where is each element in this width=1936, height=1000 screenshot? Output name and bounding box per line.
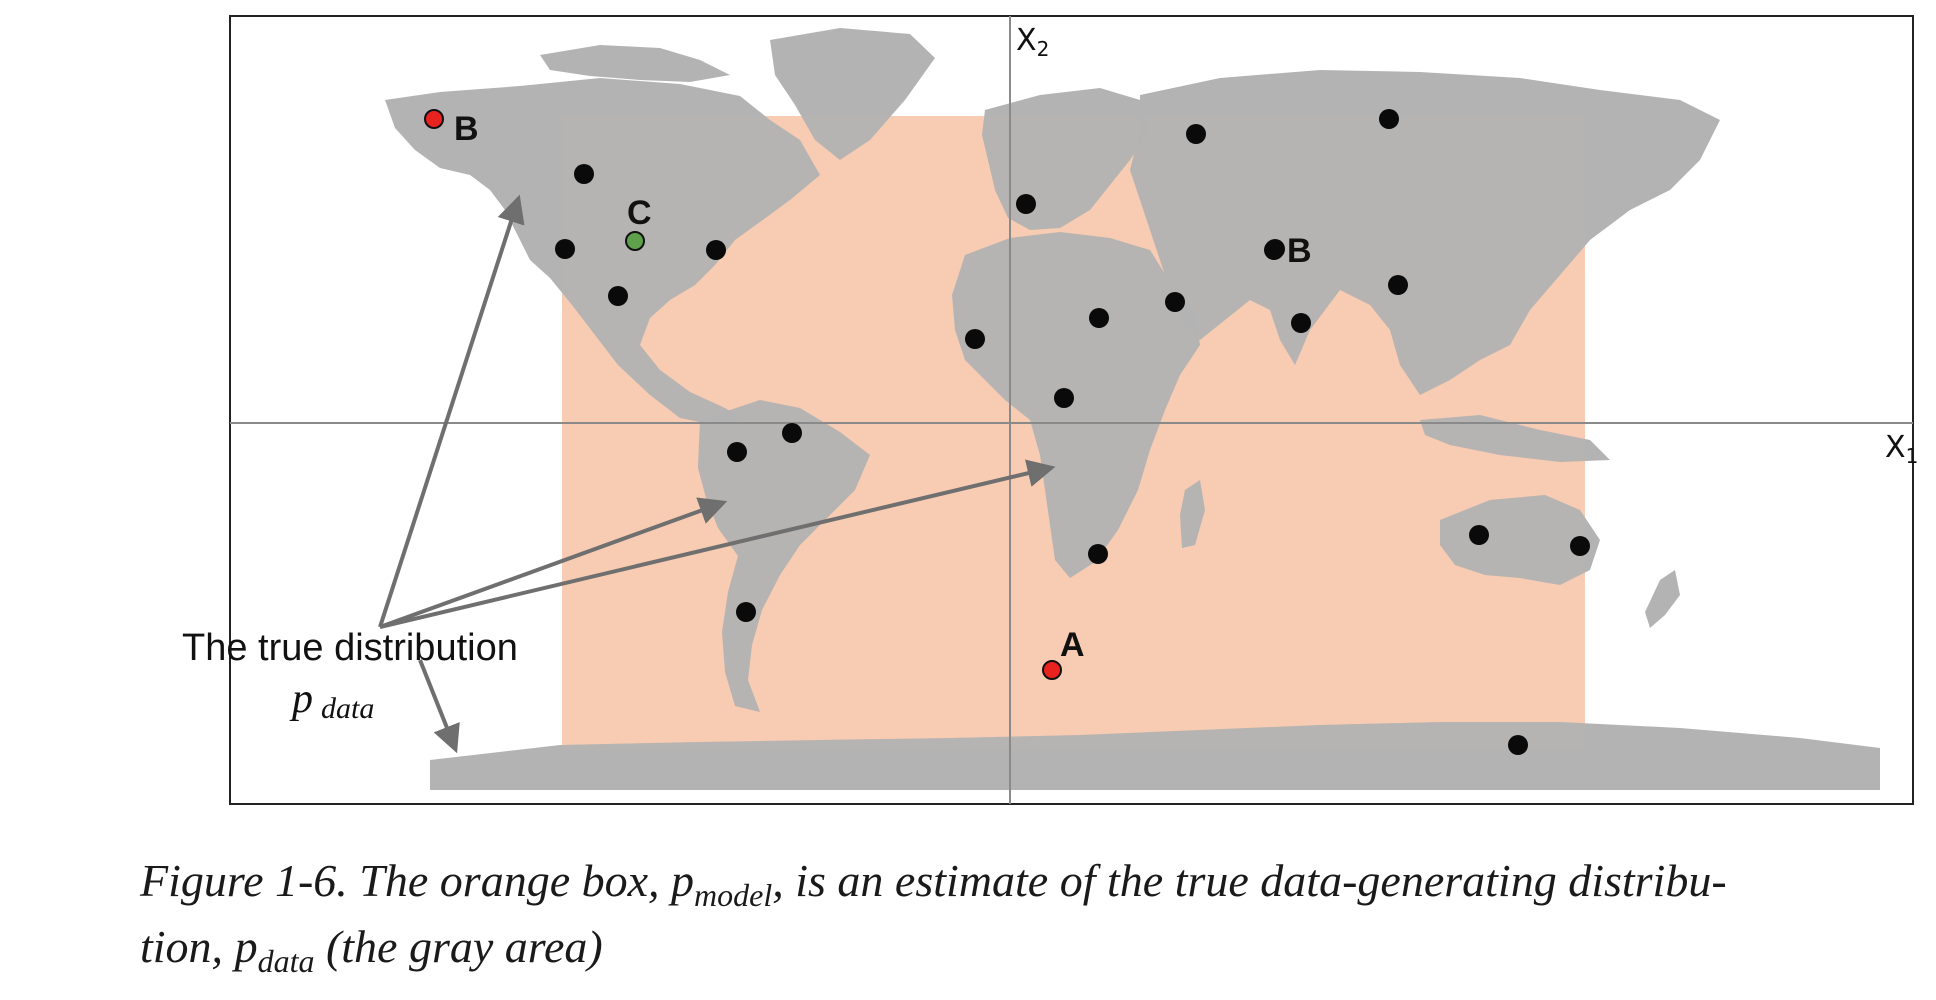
point-black <box>608 286 628 306</box>
caption-prefix: Figure 1-6. The orange box, <box>140 855 672 906</box>
point-black <box>706 240 726 260</box>
point-a-label: A <box>1060 626 1085 664</box>
arctic-islands-landmass <box>540 45 730 82</box>
point-a <box>1042 660 1062 680</box>
caption-p-model: p <box>671 855 695 906</box>
point-b-asia <box>1265 239 1285 259</box>
point-black <box>574 164 594 184</box>
point-black <box>555 239 575 259</box>
arrow-to-africa <box>379 459 1056 629</box>
caption-data-subscript: data <box>257 943 315 979</box>
point-black <box>1054 388 1074 408</box>
x2-axis-label: X2 <box>1016 23 1049 61</box>
africa-overlay <box>952 232 1200 578</box>
point-black <box>736 602 756 622</box>
point-black <box>727 442 747 462</box>
figure-diagram: X2 X1 The true distribution p data B <box>182 15 1918 805</box>
antarctica-overlay <box>562 722 1585 750</box>
point-black <box>1570 536 1590 556</box>
south-america-overlay <box>698 400 870 712</box>
caption-middle: , is an estimate of the true data-genera… <box>772 855 1727 906</box>
point-black <box>1291 313 1311 333</box>
southeast-asia-overlay <box>1420 415 1585 462</box>
point-black <box>1379 109 1399 129</box>
point-black <box>1089 308 1109 328</box>
north-america-overlay <box>562 116 820 425</box>
annotation-true-distribution: The true distribution <box>182 627 518 669</box>
caption-p-data: p <box>234 921 258 972</box>
annotation-arrows <box>378 194 1056 754</box>
australia-overlay <box>1440 495 1585 585</box>
figure-caption: Figure 1-6. The orange box, pmodel, is a… <box>140 848 1900 980</box>
sample-points <box>555 109 1590 755</box>
point-black <box>1016 194 1036 214</box>
point-b-alaska <box>424 109 444 129</box>
madagascar-overlay <box>1180 480 1205 548</box>
point-black <box>782 423 802 443</box>
point-black <box>1088 544 1108 564</box>
x1-axis-label: X1 <box>1885 430 1918 468</box>
point-black <box>1469 525 1489 545</box>
greenland-overlay <box>801 116 891 160</box>
point-black <box>1508 735 1528 755</box>
point-black <box>965 329 985 349</box>
arrow-to-south-america <box>379 497 728 629</box>
caption-line2-start: tion, <box>140 921 235 972</box>
arrow-to-north-america <box>378 194 525 628</box>
point-b-alaska-label: B <box>454 110 479 148</box>
world-map-overlay <box>562 116 1585 750</box>
point-c-label: C <box>627 194 652 232</box>
new-zealand-landmass <box>1645 570 1680 628</box>
point-b-asia-label: B <box>1287 232 1312 270</box>
point-c <box>625 231 645 251</box>
point-black <box>1186 124 1206 144</box>
point-black <box>1165 292 1185 312</box>
arrow-to-antarctica <box>418 659 460 754</box>
caption-model-subscript: model <box>694 877 773 913</box>
annotation-p-data: p data <box>289 676 374 725</box>
point-black <box>1388 275 1408 295</box>
asia-overlay <box>1130 116 1585 395</box>
caption-suffix: (the gray area) <box>314 921 603 972</box>
